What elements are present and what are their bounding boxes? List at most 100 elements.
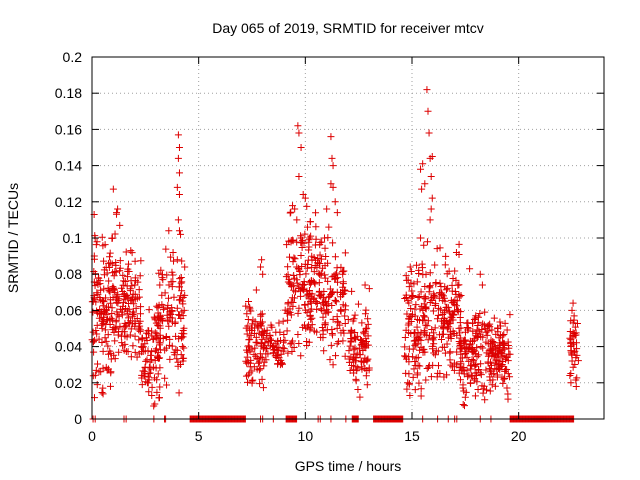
data-point-spike [321,234,329,242]
data-point [118,339,126,347]
data-point [257,353,265,361]
data-point [308,290,316,298]
data-point [262,334,270,342]
data-point [145,327,153,335]
data-point [445,318,453,326]
data-point [156,331,164,339]
data-point [361,365,369,373]
data-point [125,260,133,268]
data-point [491,382,499,390]
data-point [354,300,362,308]
data-point [437,336,445,344]
data-point [310,268,318,276]
data-point [498,362,506,370]
data-point [153,376,161,384]
data-point [307,232,315,240]
data-point [111,337,119,345]
data-point [332,298,340,306]
data-point [303,287,311,295]
data-point [436,369,444,377]
data-point [101,326,109,334]
data-point [156,383,164,391]
data-point [253,339,261,347]
data-point [278,360,286,368]
data-point [290,254,298,262]
data-point-spike [174,216,182,224]
data-point [117,284,125,292]
data-point [141,340,149,348]
data-point [170,257,178,265]
data-point [337,263,345,271]
data-point [125,305,133,313]
data-point [431,261,439,269]
data-point [406,263,414,271]
data-point [488,370,496,378]
data-point [244,316,252,324]
data-point [179,357,187,365]
data-point [107,368,115,376]
data-point [318,238,326,246]
data-point [293,276,301,284]
data-point [358,319,366,327]
data-point [485,365,493,373]
data-point [321,321,329,329]
data-point [280,345,288,353]
data-point [350,334,358,342]
data-point [104,303,112,311]
data-point [141,364,149,372]
data-point [459,381,467,389]
data-point-spike [425,129,433,137]
data-point [469,319,477,327]
data-point [89,338,97,346]
data-point [569,363,577,371]
data-point [487,336,495,344]
data-point [464,346,472,354]
data-point [347,326,355,334]
data-point-spike [365,285,373,293]
data-point [247,331,255,339]
data-point [328,325,336,333]
data-point [168,307,176,315]
data-point [453,361,461,369]
data-point [411,312,419,320]
data-point [132,304,140,312]
data-point [349,317,357,325]
data-point-spike [418,185,426,193]
data-point-spike [428,194,436,202]
data-point-spike [325,223,333,231]
data-point [506,311,514,319]
data-point [407,268,415,276]
data-point [135,286,143,294]
data-point [120,290,128,298]
data-point [108,260,116,268]
data-point [278,360,286,368]
data-point [156,346,164,354]
data-point [92,241,100,249]
data-point [422,270,430,278]
data-point [293,279,301,287]
data-point [466,379,474,387]
data-point [440,309,448,317]
data-point [346,342,354,350]
data-point [145,369,153,377]
data-point [134,278,142,286]
data-point [146,358,154,366]
data-point [295,264,303,272]
data-point [414,293,422,301]
data-point-spike [303,223,311,231]
data-point [287,237,295,245]
data-point-spike [329,183,337,191]
data-point [257,319,265,327]
data-point [439,310,447,318]
data-point-spike [293,216,301,224]
data-point [435,289,443,297]
data-point [441,283,449,291]
data-point [255,366,263,374]
data-point [153,388,161,396]
data-point-spike [169,248,177,256]
data-point [154,370,162,378]
data-point [358,363,366,371]
data-point [456,329,464,337]
data-point [503,365,511,373]
data-point [487,358,495,366]
